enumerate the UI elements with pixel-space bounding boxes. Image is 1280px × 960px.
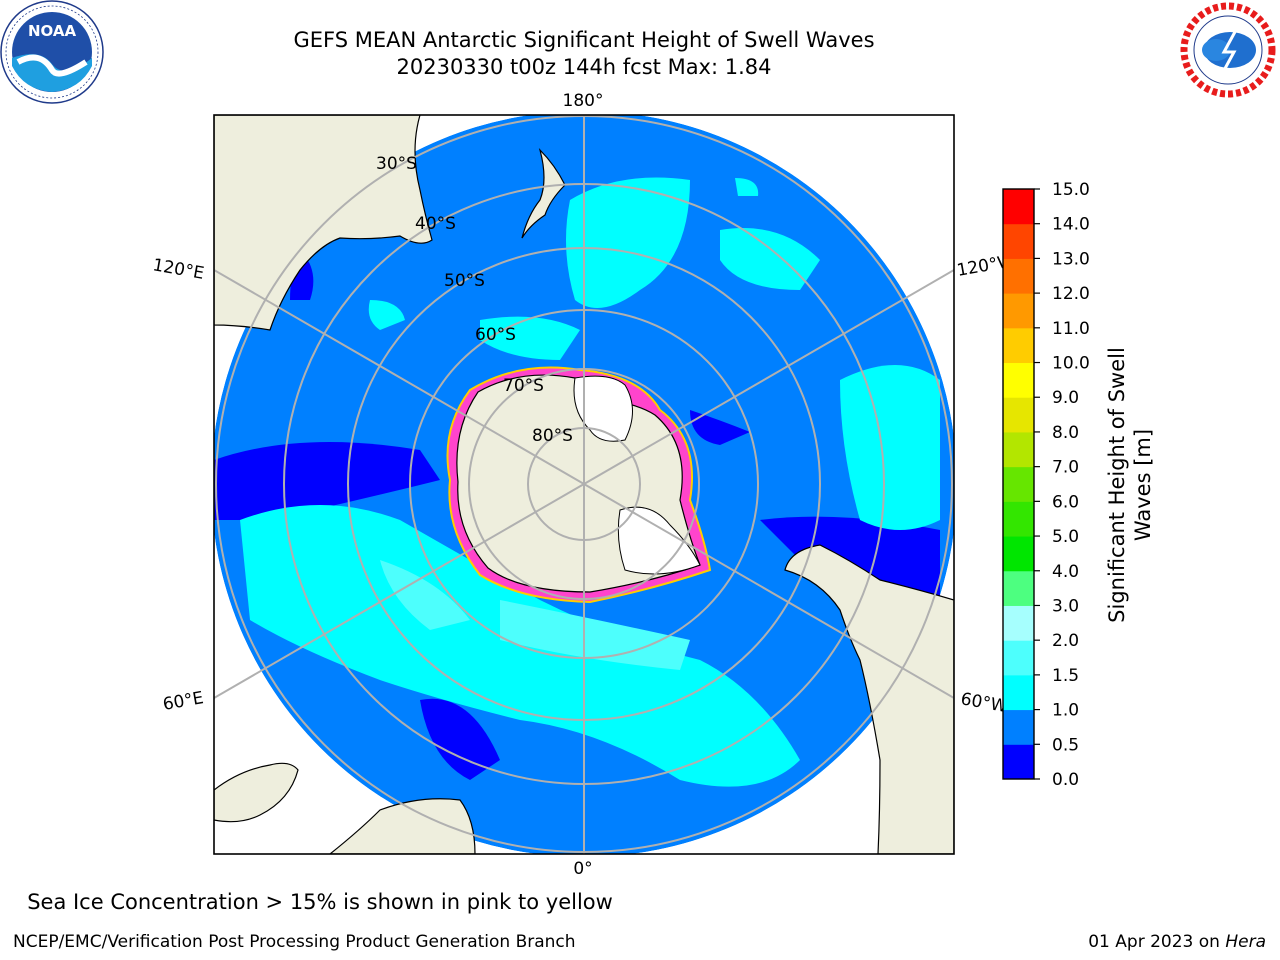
colorbar-tick-label: 10.0 xyxy=(1052,354,1090,374)
ross-ice-shelf xyxy=(573,375,633,442)
noaa-logo-text: NOAA xyxy=(28,22,77,40)
meridian-label-60w: 60°W xyxy=(959,689,1009,717)
meridian-label-120e: 120°E xyxy=(151,255,205,284)
colorbar-tick-label: 2.0 xyxy=(1052,631,1079,651)
colorbar-segment xyxy=(1003,258,1034,294)
meridian-label-60e: 60°E xyxy=(161,688,205,715)
colorbar-tick-label: 15.0 xyxy=(1052,180,1090,200)
sea-ice-note-text: Sea Ice Concentration > 15% is shown in … xyxy=(27,890,613,914)
colorbar-segment xyxy=(1003,640,1034,676)
colorbar-segment xyxy=(1003,501,1034,537)
australia-land xyxy=(214,115,433,331)
map-frame xyxy=(213,114,955,855)
colorbar: 0.0 0.5 1.0 1.5 2.0 3.0 4.0 5.0 6.0 7.0 8.0 9.0 10.0… xyxy=(1002,180,1090,790)
new-zealand-land xyxy=(521,147,566,239)
colorbar-segment xyxy=(1003,431,1034,468)
colorbar-segment xyxy=(1003,536,1034,572)
meridians-grid xyxy=(214,115,954,854)
colorbar-segment xyxy=(1003,327,1034,364)
page-subtitle-forecast: 20230330 t00z 144h fcst Max: 1.84 xyxy=(396,55,772,79)
footer-date: 01 Apr 2023 on Hera xyxy=(1088,932,1266,952)
sea-ice-note: Sea Ice Concentration > 15% is shown in … xyxy=(0,890,1280,914)
weddell-ice-shelf xyxy=(617,506,701,575)
colorbar-segment xyxy=(1003,397,1034,433)
colorbar-segment xyxy=(1003,674,1034,711)
colorbar-tick-label: 4.0 xyxy=(1052,562,1079,582)
footer-date-text: 01 Apr 2023 on xyxy=(1088,932,1220,952)
colorbar-tick-label: 0.5 xyxy=(1052,735,1079,755)
noaa-logo: NOAA xyxy=(0,0,104,104)
map-area xyxy=(214,115,954,854)
colorbar-label-line1: Significant Height of Swell xyxy=(1105,347,1129,623)
colorbar-segment xyxy=(1003,605,1034,641)
parallel-label-70s: 70°S xyxy=(503,376,544,396)
colorbar-segment xyxy=(1003,362,1034,398)
footer-host: Hera xyxy=(1225,932,1266,952)
nws-logo xyxy=(1180,2,1276,98)
colorbar-segment xyxy=(1003,570,1034,606)
page-title: GEFS MEAN Antarctic Significant Height o… xyxy=(293,28,875,52)
colorbar-frame xyxy=(1002,188,1035,780)
colorbar-segment xyxy=(1003,709,1034,745)
colorbar-segment xyxy=(1003,744,1034,780)
colorbar-tick-label: 13.0 xyxy=(1052,249,1090,269)
madagascar-land xyxy=(214,762,299,823)
colorbar-tick-label: 0.0 xyxy=(1052,770,1079,790)
colorbar-segment xyxy=(1003,466,1034,502)
colorbar-tick-label: 9.0 xyxy=(1052,388,1079,408)
colorbar-segment xyxy=(1003,293,1034,329)
footer-credit: NCEP/EMC/Verification Post Processing Pr… xyxy=(13,932,576,952)
colorbar-segment xyxy=(1003,189,1034,225)
parallel-label-30s: 30°S xyxy=(376,154,417,174)
colorbar-tick-label: 7.0 xyxy=(1052,458,1079,478)
colorbar-tick-label: 8.0 xyxy=(1052,423,1079,443)
parallel-label-40s: 40°S xyxy=(415,214,456,234)
africa-land xyxy=(329,798,476,854)
colorbar-tick-label: 6.0 xyxy=(1052,492,1079,512)
colorbar-tick-label: 11.0 xyxy=(1052,319,1090,339)
colorbar-tick-label: 3.0 xyxy=(1052,596,1079,616)
meridian-label-180: 180° xyxy=(563,91,604,111)
parallel-label-50s: 50°S xyxy=(444,271,485,291)
colorbar-tick-label: 5.0 xyxy=(1052,527,1079,547)
parallel-label-80s: 80°S xyxy=(532,426,573,446)
colorbar-tick-label: 1.5 xyxy=(1052,666,1079,686)
colorbar-tick-label: 12.0 xyxy=(1052,284,1090,304)
colorbar-tick-label: 1.0 xyxy=(1052,701,1079,721)
colorbar-label-line2: Waves [m] xyxy=(1131,429,1155,541)
meridian-label-0: 0° xyxy=(573,859,592,879)
parallel-label-60s: 60°S xyxy=(475,325,516,345)
colorbar-segment xyxy=(1003,223,1034,259)
colorbar-tick-label: 14.0 xyxy=(1052,215,1090,235)
